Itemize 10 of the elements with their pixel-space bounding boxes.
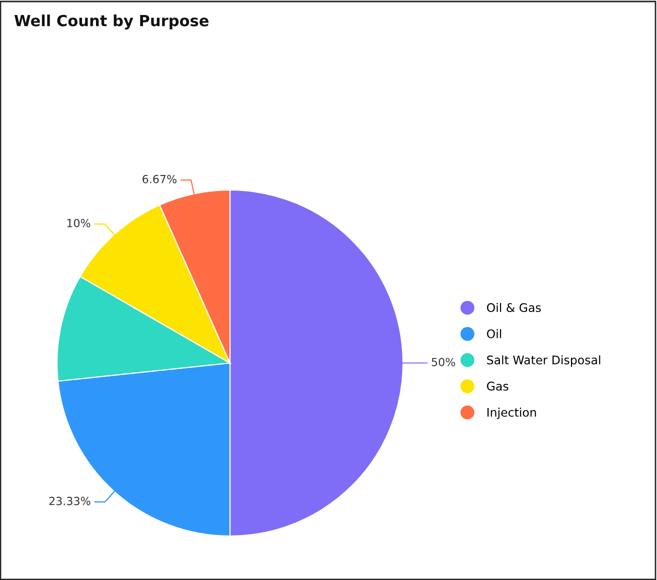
data-label: 50% [432,358,456,366]
data-label: 10% [67,218,90,228]
legend-label: Salt Water Disposal [487,355,600,367]
data-label: 6.67% [142,174,176,184]
data-label: 23.33% [49,496,90,506]
legend-label: Oil [486,329,502,338]
legend-label: Gas [486,382,508,391]
chart-title: Well Count by Purpose [14,14,209,30]
legend-label: Injection [487,408,536,420]
legend-label: Oil & Gas [486,302,541,312]
